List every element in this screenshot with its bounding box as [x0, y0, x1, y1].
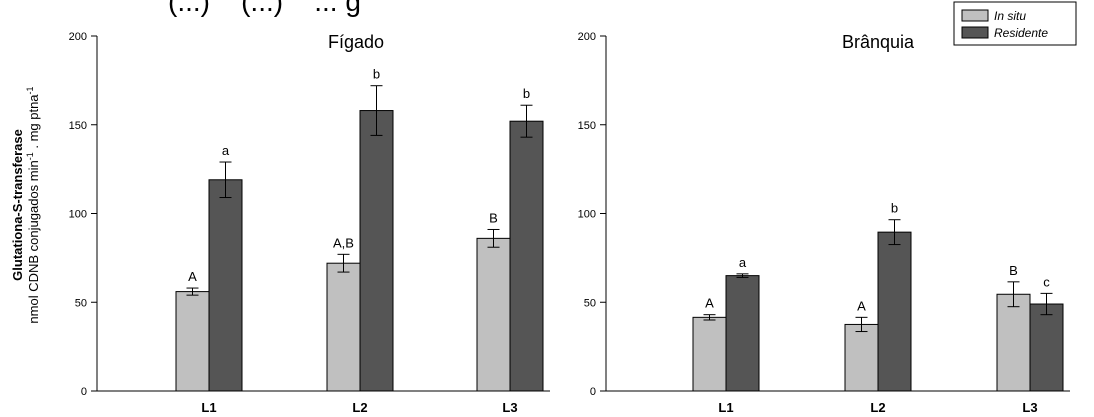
category-label: L1 — [718, 400, 733, 415]
panel-2: 0 50 100 150 200 Brânquia L1 Aa L2 Ab L3 Bc — [578, 31, 1070, 415]
significance-label: b — [373, 67, 380, 82]
bar-in-situ — [844, 323, 879, 392]
significance-label: A,B — [333, 235, 354, 250]
bar-residente — [359, 110, 394, 392]
panel-1: 0 50 100 150 200 Fígado L1 Aa L2 A,B b L3 Bb — [69, 31, 550, 415]
y-tick-label: 150 — [578, 120, 596, 132]
y-axis-title-units: nmol CDNB conjugados min — [26, 160, 41, 323]
svg-text:nmol CDNB conjugados min-1 . m: nmol CDNB conjugados min-1 . mg ptna-1 — [25, 86, 41, 323]
significance-label: c — [1043, 274, 1050, 289]
y-tick-label: 50 — [584, 297, 596, 309]
svg-text:Glutationa-S-transferase: Glutationa-S-transferase — [10, 129, 25, 281]
y-tick-label: 0 — [590, 386, 596, 398]
category-label: L2 — [352, 400, 367, 415]
significance-label: a — [739, 255, 747, 270]
significance-label: B — [1009, 263, 1018, 278]
legend-label-in-situ: In situ — [994, 9, 1026, 23]
category-label: L1 — [201, 400, 216, 415]
bar-residente — [208, 179, 243, 392]
y-tick-label: 200 — [578, 31, 596, 43]
y-axis-title-sup2: -1 — [25, 86, 35, 94]
bar-in-situ — [326, 262, 361, 392]
y-tick-label: 0 — [81, 386, 87, 398]
significance-label: B — [489, 210, 498, 225]
y-tick-label: 100 — [69, 209, 87, 221]
bar-in-situ — [692, 316, 727, 392]
significance-label: A — [857, 298, 866, 313]
significance-label: b — [523, 86, 530, 101]
bar-in-situ — [476, 237, 511, 392]
bar-residente — [725, 275, 760, 392]
category-label: L2 — [870, 400, 885, 415]
legend-swatch-in-situ — [961, 9, 989, 22]
top-caption-fragment: (...) (...) ... g — [168, 0, 361, 17]
panel-title: Brânquia — [842, 32, 915, 52]
y-axis-title-line1: Glutationa-S-transferase — [10, 129, 25, 281]
legend-label-residente: Residente — [994, 26, 1048, 40]
legend: In situ Residente — [953, 1, 1077, 46]
y-axis-title: Glutationa-S-transferase nmol CDNB conju… — [10, 86, 41, 323]
significance-label: a — [222, 143, 230, 158]
bar-residente — [509, 120, 544, 392]
bar-in-situ — [175, 291, 210, 392]
y-tick-label: 200 — [69, 31, 87, 43]
category-label: L3 — [1022, 400, 1037, 415]
bar-in-situ — [996, 293, 1031, 392]
bar-residente — [1029, 303, 1064, 392]
legend-swatch-residente — [961, 26, 989, 39]
significance-label: b — [891, 201, 898, 216]
significance-label: A — [188, 269, 197, 284]
y-axis-title-units-mid: . mg ptna — [26, 94, 41, 153]
category-label: L3 — [502, 400, 517, 415]
significance-label: A — [705, 296, 714, 311]
y-tick-label: 150 — [69, 120, 87, 132]
panel-title: Fígado — [328, 32, 384, 52]
y-tick-label: 50 — [75, 297, 87, 309]
y-tick-label: 100 — [578, 209, 596, 221]
y-axis-title-sup1: -1 — [25, 152, 35, 160]
bar-residente — [877, 231, 912, 392]
